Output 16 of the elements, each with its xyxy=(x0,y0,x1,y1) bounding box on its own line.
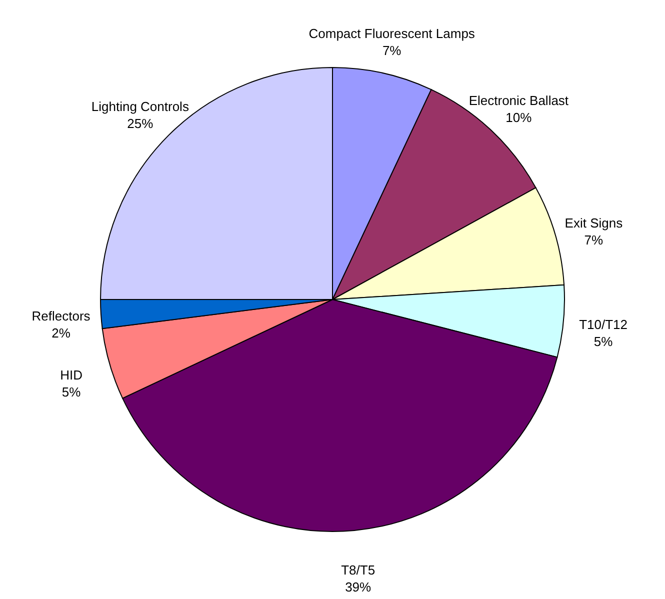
slice-label: Electronic Ballast xyxy=(468,93,569,108)
data-label: 5% xyxy=(594,334,614,350)
data-label: 25% xyxy=(127,116,154,132)
slice-label: T10/T12 xyxy=(579,317,628,332)
slice-label: Reflectors xyxy=(32,308,91,324)
data-label: 10% xyxy=(506,110,532,126)
data-label: 39% xyxy=(345,579,372,594)
slice-label: Lighting Controls xyxy=(91,99,190,114)
slice-label: Compact Fluorescent Lamps xyxy=(308,26,476,42)
data-label: 7% xyxy=(382,43,402,58)
data-label: 2% xyxy=(52,326,71,341)
data-label: 7% xyxy=(584,232,604,248)
data-label: 5% xyxy=(62,384,82,400)
slice-label: T8/T5 xyxy=(341,562,376,578)
slice-label: HID xyxy=(60,367,82,382)
slice-label: Exit Signs xyxy=(564,216,624,231)
